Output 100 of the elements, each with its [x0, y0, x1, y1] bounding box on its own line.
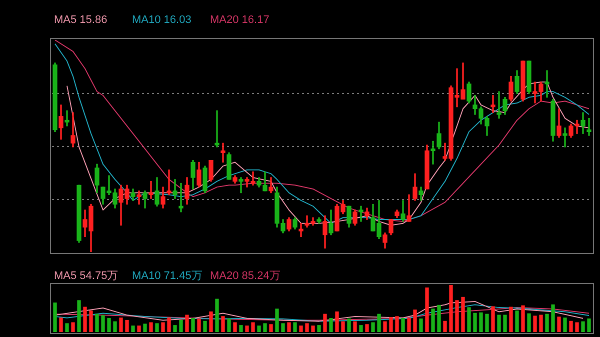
candlestick	[214, 110, 220, 148]
bar	[335, 311, 339, 332]
bar	[455, 300, 459, 332]
bar	[281, 323, 285, 332]
bar	[473, 312, 477, 332]
bar	[299, 326, 303, 332]
bar	[449, 285, 453, 332]
bar	[419, 318, 423, 332]
candlestick	[238, 177, 244, 194]
bar	[89, 310, 93, 332]
bar	[59, 318, 63, 332]
bar	[293, 322, 297, 332]
bar	[587, 318, 591, 332]
bar	[53, 302, 57, 332]
bar	[581, 321, 585, 332]
candlestick	[64, 110, 70, 126]
bar	[113, 321, 117, 332]
text: MA5 15.86	[54, 14, 108, 27]
bar	[359, 325, 363, 332]
candlestick	[220, 142, 226, 163]
bar	[479, 312, 483, 332]
text: MA10 16.03	[132, 14, 192, 27]
bar	[101, 315, 105, 332]
bar	[557, 316, 561, 332]
text: MA20 16.17	[210, 14, 270, 27]
candlestick	[358, 206, 364, 222]
bar	[215, 298, 219, 332]
bar	[407, 318, 411, 332]
bar	[371, 322, 375, 332]
candlestick	[148, 181, 154, 199]
candlestick	[562, 128, 568, 148]
bar	[263, 323, 267, 332]
bar	[179, 320, 183, 332]
candlestick	[430, 140, 436, 164]
bar	[107, 318, 111, 332]
bar	[95, 314, 99, 332]
text: MA20 85.24万	[210, 270, 280, 283]
candlestick	[544, 70, 550, 98]
bar	[137, 326, 141, 332]
candlestick	[490, 95, 496, 113]
bar	[143, 324, 147, 332]
bar	[233, 322, 237, 332]
bar	[257, 326, 261, 332]
bar	[71, 322, 75, 332]
bar	[125, 320, 129, 332]
text: MA5 54.75万	[54, 270, 120, 283]
bar	[467, 307, 471, 332]
bar	[521, 305, 525, 332]
bar	[383, 321, 387, 332]
bar	[401, 318, 405, 332]
bar	[425, 287, 429, 332]
bar	[221, 316, 225, 332]
bar	[515, 310, 519, 332]
bar	[197, 318, 201, 332]
bar	[287, 322, 291, 332]
bar	[569, 320, 573, 332]
candlestick	[586, 118, 592, 136]
bar	[251, 322, 255, 332]
bar	[131, 326, 135, 332]
bar	[269, 324, 273, 332]
bar	[275, 308, 279, 332]
bar	[167, 318, 171, 332]
bar	[323, 314, 327, 332]
bar	[173, 325, 177, 332]
bar	[227, 318, 231, 332]
bar	[497, 314, 501, 332]
bar	[545, 314, 549, 332]
bar	[539, 314, 543, 332]
bar	[305, 323, 309, 332]
bar	[329, 318, 333, 332]
bar	[437, 304, 441, 332]
bar	[389, 317, 393, 332]
bar	[341, 321, 345, 332]
bar	[83, 306, 87, 332]
bar	[443, 320, 447, 332]
bar	[203, 320, 207, 332]
bar	[527, 313, 531, 332]
bar	[245, 326, 249, 332]
candlestick	[70, 112, 76, 148]
bar	[377, 314, 381, 332]
bar	[191, 318, 195, 332]
bar	[65, 323, 69, 332]
bar	[119, 318, 123, 332]
bar	[185, 314, 189, 332]
bar	[347, 318, 351, 332]
candlestick	[178, 182, 184, 212]
bar	[575, 322, 579, 332]
bar	[395, 316, 399, 332]
bar	[533, 316, 537, 332]
bar	[155, 323, 159, 332]
bar	[509, 306, 513, 332]
bar	[551, 304, 555, 332]
candlestick	[298, 223, 304, 238]
bar	[317, 325, 321, 332]
text: MA10 71.45万	[132, 270, 204, 283]
bar	[77, 300, 81, 332]
bar	[239, 325, 243, 332]
candlestick	[166, 170, 172, 196]
bar	[209, 311, 213, 332]
bar	[491, 306, 495, 332]
